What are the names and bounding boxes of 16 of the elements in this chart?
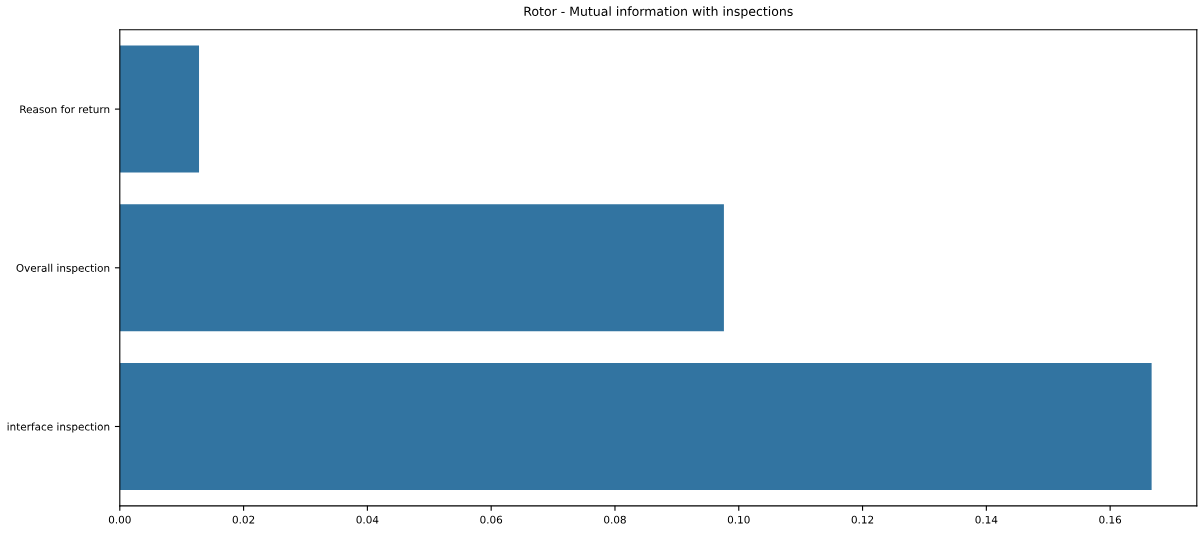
y-tick-label: interface inspection [7,422,110,433]
y-tick-label: Reason for return [20,105,110,114]
bar [119,204,724,332]
chart-title: Rotor - Mutual information with inspections [524,6,793,19]
x-tick-label: 0.06 [480,515,503,524]
x-tick-label: 0.10 [727,515,750,524]
x-tick-label: 0.00 [108,515,131,524]
x-tick-label: 0.14 [975,515,998,524]
x-tick-label: 0.04 [356,515,379,524]
bar [119,45,200,173]
x-tick-label: 0.16 [1099,515,1122,524]
y-tick-label: Overall inspection [16,263,110,274]
x-tick-label: 0.08 [604,515,626,524]
bar [119,363,1152,490]
x-tick-label: 0.02 [232,515,255,524]
x-tick-label: 0.12 [851,515,874,524]
